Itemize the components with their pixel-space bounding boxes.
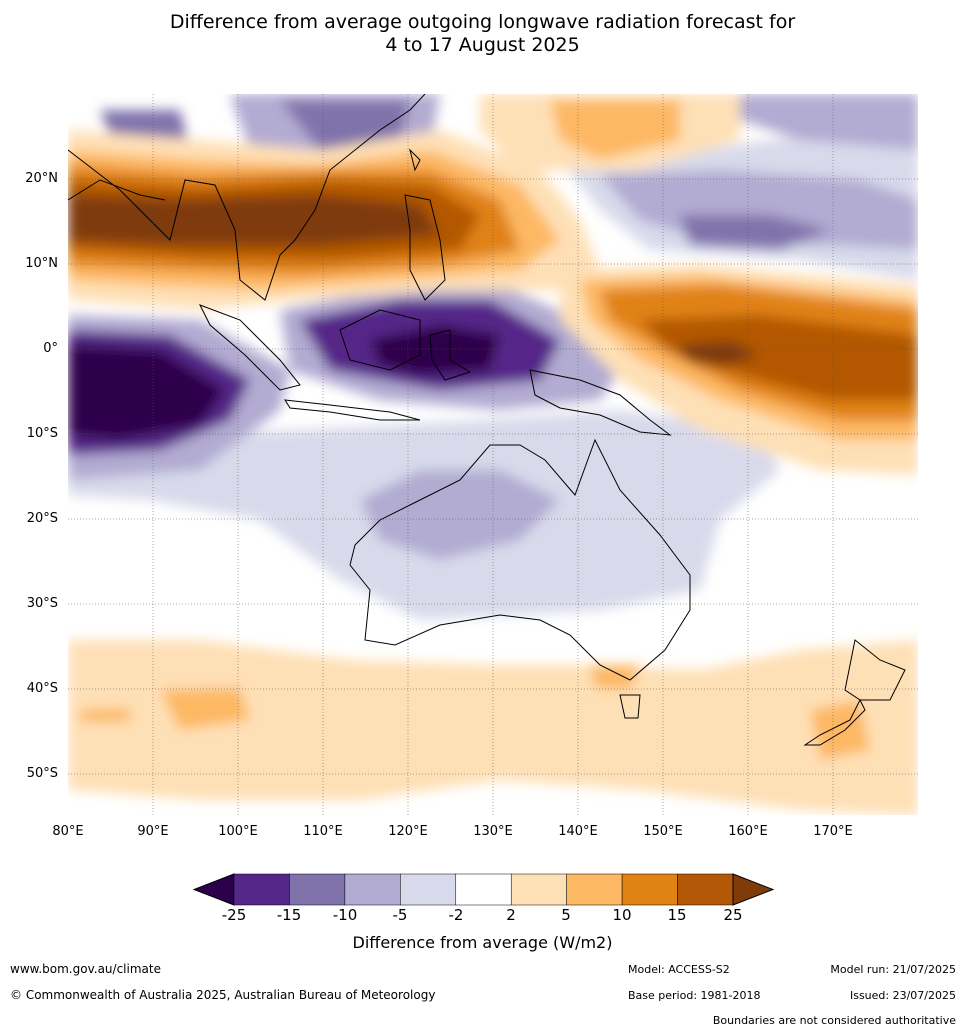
lon-label: 80°E	[52, 824, 84, 839]
colorbar-tick: 2	[506, 906, 516, 924]
field-darkest-purple-indian	[68, 345, 225, 440]
colorbar-extend-high	[732, 873, 775, 906]
lon-label: 110°E	[303, 824, 343, 839]
lat-label: 20°S	[26, 511, 58, 526]
map-title-line1: Difference from average outgoing longwav…	[169, 11, 796, 33]
field-darkest-brown-band	[68, 195, 440, 245]
lon-label: 120°E	[388, 824, 428, 839]
anomaly-field	[68, 94, 918, 815]
colorbar	[192, 873, 775, 906]
copyright-text: © Commonwealth of Australia 2025, Austra…	[10, 988, 436, 1002]
coast-india	[68, 179, 166, 201]
lon-label: 150°E	[643, 824, 683, 839]
colorbar-segment	[677, 873, 734, 906]
colorbar-segment	[621, 873, 678, 906]
coastlines	[68, 94, 906, 746]
coast-australia	[349, 438, 691, 681]
colorbar-tick: -25	[221, 906, 247, 924]
lat-label: 10°N	[25, 256, 58, 271]
field-purple-nwp	[600, 170, 918, 250]
colorbar-segment	[344, 873, 401, 906]
lon-label: 100°E	[218, 824, 258, 839]
colorbar-segment	[566, 873, 623, 906]
colorbar-tick: -5	[392, 906, 408, 924]
model-text: Model: ACCESS-S2	[628, 963, 730, 976]
lat-label: 10°S	[26, 426, 58, 441]
lon-label: 140°E	[558, 824, 598, 839]
field-brown-pacific	[640, 315, 918, 400]
coast-sumatra	[198, 304, 301, 391]
field-orange-southern-1	[160, 688, 250, 730]
lon-label: 160°E	[728, 824, 768, 839]
base-period-text: Base period: 1981-2018	[628, 989, 761, 1002]
field-darkest-purple-maritime	[370, 325, 500, 375]
colorbar-tick: -15	[276, 906, 302, 924]
coast-new-guinea	[529, 369, 672, 436]
lon-label: 170°E	[813, 824, 853, 839]
lat-label: 50°S	[26, 766, 58, 781]
map-title-line2: 4 to 17 August 2025	[385, 34, 580, 56]
lat-label: 0°	[43, 341, 58, 356]
coast-sulawesi	[429, 329, 472, 381]
lat-label: 40°S	[26, 681, 58, 696]
field-dark-purple-china	[280, 100, 410, 150]
colorbar-extend-low	[192, 873, 235, 906]
colorbar-label: Difference from average (W/m2)	[352, 933, 613, 952]
colorbar-segment	[510, 873, 567, 906]
colorbar-tick: 25	[723, 906, 743, 924]
colorbar-tick: 5	[561, 906, 571, 924]
coast-asia-mainland	[68, 94, 426, 301]
coast-borneo	[339, 309, 421, 371]
lat-label: 30°S	[26, 596, 58, 611]
lon-label: 90°E	[137, 824, 169, 839]
coast-taiwan	[409, 148, 421, 172]
field-orange-southern-3	[80, 708, 130, 722]
lat-label: 20°N	[25, 171, 58, 186]
coast-java	[284, 399, 421, 421]
colorbar-segment	[455, 873, 512, 906]
field-orange-north-pacific	[550, 100, 680, 160]
coast-tasmania	[619, 694, 641, 719]
colorbar-tick: 10	[612, 906, 632, 924]
field-orange-southern-2	[810, 700, 870, 760]
website-link[interactable]: www.bom.gov.au/climate	[10, 962, 161, 976]
lon-label: 130°E	[473, 824, 513, 839]
coast-new-zealand-south	[803, 698, 866, 746]
field-orange-southern-4	[590, 665, 640, 690]
disclaimer-text: Boundaries are not considered authoritat…	[712, 1014, 956, 1027]
field-mid-purple-aus	[360, 470, 560, 560]
coast-philippines	[404, 194, 446, 301]
field-darkest-brown-pacific	[680, 340, 760, 368]
colorbar-segment	[400, 873, 457, 906]
colorbar-tick: -2	[448, 906, 464, 924]
issued-text: Issued: 23/07/2025	[849, 989, 956, 1002]
field-dark-purple-nwp	[680, 215, 830, 250]
model-run-text: Model run: 21/07/2025	[830, 963, 956, 976]
colorbar-segment	[289, 873, 346, 906]
colorbar-tick: -10	[332, 906, 358, 924]
colorbar-segment	[233, 873, 290, 906]
colorbar-tick: 15	[667, 906, 687, 924]
graticule	[68, 94, 918, 815]
field-light-purple-ne	[740, 94, 918, 150]
coast-new-zealand-north	[844, 639, 906, 701]
